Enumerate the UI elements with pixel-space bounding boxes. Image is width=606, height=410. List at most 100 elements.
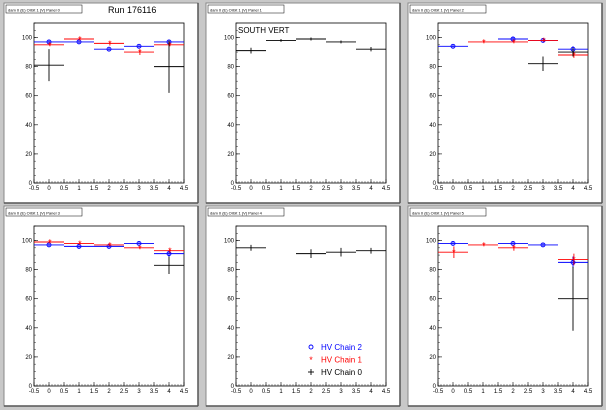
x-tick-label: 0.5 xyxy=(60,389,69,395)
marker-open-circle xyxy=(136,43,142,49)
marker-open-circle xyxy=(136,241,142,246)
x-tick-label: 3 xyxy=(137,389,141,395)
data-point-chain1: * xyxy=(468,240,498,250)
x-tick-label: 2 xyxy=(107,389,111,395)
marker-open-circle xyxy=(510,241,516,246)
pad-background xyxy=(3,205,199,407)
marker-open-circle xyxy=(76,243,82,249)
x-tick-label: 3 xyxy=(541,389,545,395)
pad-title-box xyxy=(409,207,487,217)
data-point-chain0 xyxy=(558,47,588,57)
data-point-chain2 xyxy=(34,39,64,45)
y-tick-label: 20 xyxy=(25,355,32,361)
legend: HV Chain 2 * HV Chain 1 HV Chain 0 xyxy=(308,343,362,377)
data-point-chain2 xyxy=(124,43,154,49)
data-point-chain0 xyxy=(528,56,558,71)
x-tick-label: 4.5 xyxy=(584,186,593,192)
x-tick-label: 3.5 xyxy=(150,186,159,192)
x-tick-label: 3 xyxy=(339,389,343,395)
x-tick-label: 4.5 xyxy=(382,186,391,192)
y-tick-label: 80 xyxy=(429,268,436,274)
marker-star: * xyxy=(168,246,172,256)
data-point-chain1: * xyxy=(498,243,528,253)
x-tick-label: 0.5 xyxy=(60,186,69,192)
y-tick-label: 20 xyxy=(429,152,436,158)
x-tick-label: 4.5 xyxy=(180,389,189,395)
y-tick-label: 20 xyxy=(25,152,32,158)
data-point-chain2 xyxy=(558,256,588,269)
y-tick-label: 0 xyxy=(29,181,33,187)
x-tick-label: 3.5 xyxy=(554,186,563,192)
marker-open-circle xyxy=(450,43,456,49)
x-tick-label: 2.5 xyxy=(120,389,129,395)
data-point-chain2 xyxy=(124,241,154,246)
pad-2: dam 0 (E) Orbit 1 (V) Panel 2-0.5 0 0.5 1 1.… xyxy=(407,2,603,204)
x-tick-label: 0 xyxy=(47,389,51,395)
data-point-chain2 xyxy=(498,241,528,246)
marker-star: * xyxy=(572,255,576,265)
x-tick-label: -0.5 xyxy=(231,389,242,395)
y-tick-label: 20 xyxy=(429,355,436,361)
marker-star: * xyxy=(138,48,142,58)
x-tick-label: 3 xyxy=(541,186,545,192)
y-tick-label: 100 xyxy=(224,239,235,245)
y-tick-label: 60 xyxy=(429,94,436,100)
x-tick-label: 2.5 xyxy=(524,186,533,192)
y-tick-label: 0 xyxy=(433,384,437,390)
marker-open-circle xyxy=(106,46,112,52)
marker-open-circle xyxy=(46,242,52,248)
y-tick-label: 0 xyxy=(231,384,235,390)
x-tick-label: 4 xyxy=(369,389,373,395)
y-tick-label: 100 xyxy=(426,36,437,42)
data-point-chain1: * xyxy=(94,240,124,250)
marker-star: * xyxy=(512,243,516,253)
x-tick-label: -0.5 xyxy=(433,389,444,395)
x-tick-label: 2.5 xyxy=(322,186,331,192)
data-point-chain0 xyxy=(34,49,64,82)
data-point-chain0 xyxy=(266,39,296,42)
x-tick-label: 3.5 xyxy=(150,389,159,395)
x-tick-label: -0.5 xyxy=(29,186,40,192)
x-tick-label: 4 xyxy=(167,389,171,395)
marker-star: * xyxy=(108,240,112,250)
data-point-chain1: * xyxy=(528,36,558,46)
pad-5: dam 0 (E) Orbit 1 (V) Panel 5-0.5 0 0.5 1 1.… xyxy=(407,205,603,407)
marker-star: * xyxy=(78,35,82,45)
x-tick-label: 1 xyxy=(279,389,283,395)
data-point-chain2 xyxy=(34,242,64,248)
y-tick-label: 0 xyxy=(29,384,33,390)
y-tick-label: 20 xyxy=(227,152,234,158)
legend-label: HV Chain 2 xyxy=(321,343,362,352)
marker-star: * xyxy=(542,36,546,46)
pad-background xyxy=(205,2,401,204)
marker-open-circle xyxy=(450,241,456,246)
legend-marker-star: * xyxy=(309,355,313,365)
y-tick-label: 40 xyxy=(429,123,436,129)
data-point-chain1: * xyxy=(124,48,154,58)
x-tick-label: 2 xyxy=(511,389,515,395)
x-tick-label: 1.5 xyxy=(494,186,503,192)
data-point-chain2 xyxy=(438,43,468,49)
marker-star: * xyxy=(48,40,52,50)
marker-open-circle xyxy=(570,259,576,265)
x-tick-label: 4 xyxy=(369,186,373,192)
y-tick-label: 100 xyxy=(22,36,33,42)
data-point-chain1: * xyxy=(124,243,154,253)
data-point-chain1: * xyxy=(64,239,94,249)
y-tick-label: 60 xyxy=(227,297,234,303)
x-tick-label: 1.5 xyxy=(494,389,503,395)
data-point-chain1: * xyxy=(438,246,468,258)
data-point-chain0 xyxy=(296,37,326,41)
data-point-chain0 xyxy=(356,247,386,254)
legend-entry-chain0: HV Chain 0 xyxy=(308,368,362,377)
x-tick-label: 0 xyxy=(249,186,253,192)
run-label: Run 176116 xyxy=(108,5,156,15)
pad-title: dam 0 (E) Orbit 1 (V) Panel 2 xyxy=(412,8,465,13)
pad-title-box xyxy=(409,4,487,14)
y-tick-label: 100 xyxy=(22,239,33,245)
x-tick-label: 0.5 xyxy=(464,389,473,395)
pad-title-box xyxy=(5,207,83,217)
legend-entry-chain1: * HV Chain 1 xyxy=(309,355,362,365)
pad-background xyxy=(3,2,199,204)
x-tick-label: 2 xyxy=(511,186,515,192)
